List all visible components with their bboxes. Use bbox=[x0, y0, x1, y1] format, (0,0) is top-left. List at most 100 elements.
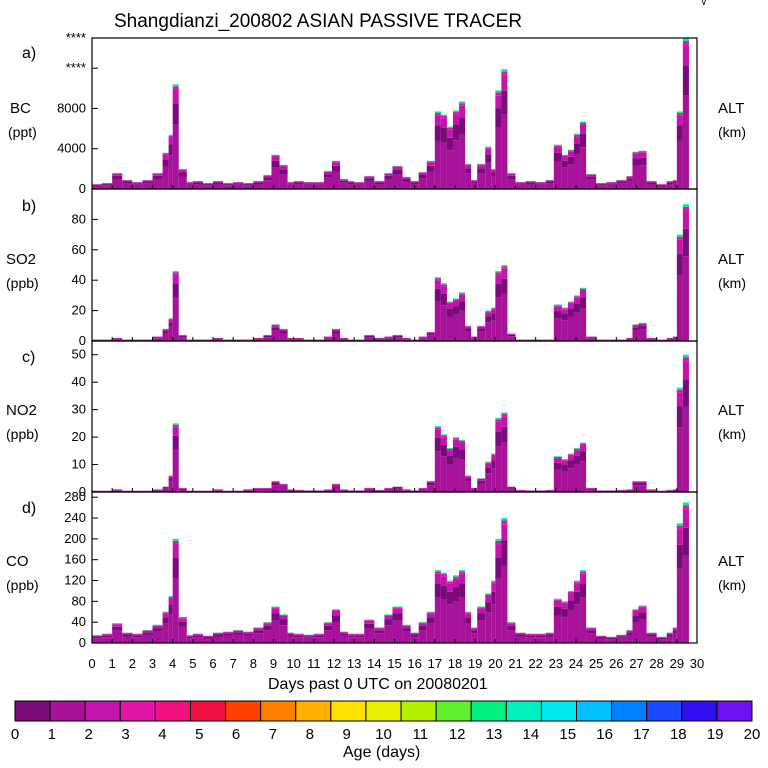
bar bbox=[172, 84, 179, 189]
bar-segment bbox=[682, 38, 689, 42]
bar-segment bbox=[263, 180, 272, 189]
bar-segment bbox=[440, 115, 447, 119]
x-tick-label: 10 bbox=[286, 656, 300, 671]
panel-4-bars bbox=[92, 502, 689, 643]
bar-segment bbox=[495, 283, 502, 298]
bar-segment bbox=[168, 135, 173, 138]
bar-segment bbox=[567, 316, 574, 341]
bar-segment bbox=[573, 464, 581, 492]
bar-segment bbox=[243, 633, 254, 636]
bar-segment bbox=[477, 163, 486, 165]
bar bbox=[440, 434, 447, 492]
bar-segment bbox=[364, 488, 375, 490]
bar-segment bbox=[384, 338, 393, 341]
bar bbox=[459, 101, 466, 189]
bar-segment bbox=[340, 489, 349, 491]
bar-segment bbox=[553, 145, 562, 147]
bar bbox=[682, 204, 689, 341]
x-tick-label: 24 bbox=[569, 656, 583, 671]
bar-segment bbox=[213, 181, 224, 183]
panel-a-name: BC bbox=[10, 100, 31, 117]
x-tick-label: 0 bbox=[88, 656, 95, 671]
bar-segment bbox=[440, 444, 447, 457]
bar bbox=[491, 168, 496, 189]
bar-segment bbox=[471, 628, 478, 631]
bar-segment bbox=[626, 490, 633, 492]
bar-segment bbox=[656, 184, 667, 186]
bar-segment bbox=[384, 489, 393, 492]
bar-segment bbox=[580, 570, 587, 572]
bar-segment bbox=[293, 338, 304, 340]
bar-segment bbox=[426, 623, 435, 643]
bar-segment bbox=[392, 486, 403, 488]
bar-segment bbox=[638, 485, 647, 492]
x-tick-label: 16 bbox=[407, 656, 421, 671]
figure-title: Shangdianzi_200802 ASIAN PASSIVE TRACER bbox=[114, 11, 523, 32]
bar bbox=[162, 486, 169, 492]
bar bbox=[418, 487, 427, 492]
bar-segment bbox=[426, 165, 435, 172]
bar bbox=[491, 580, 496, 643]
bar-segment bbox=[418, 625, 427, 631]
bar-segment bbox=[632, 330, 639, 341]
bar-segment bbox=[553, 462, 562, 470]
bar-segment bbox=[485, 316, 492, 323]
bar-segment bbox=[501, 69, 508, 72]
bar-segment bbox=[515, 490, 526, 492]
bar-segment bbox=[440, 585, 447, 600]
bar-segment bbox=[459, 301, 466, 311]
bar-segment bbox=[364, 337, 375, 341]
bar bbox=[459, 439, 466, 492]
bar bbox=[402, 489, 411, 492]
bar-segment bbox=[213, 489, 224, 491]
bar-segment bbox=[606, 639, 617, 643]
bar-segment bbox=[682, 509, 689, 528]
bar-segment bbox=[580, 571, 587, 574]
bar bbox=[233, 181, 244, 189]
bar-segment bbox=[471, 338, 478, 341]
bar-segment bbox=[586, 633, 597, 643]
bar-segment bbox=[535, 182, 546, 184]
bar-segment bbox=[471, 630, 478, 634]
bar-segment bbox=[263, 488, 272, 489]
bar-segment bbox=[491, 307, 496, 309]
bar bbox=[545, 632, 554, 643]
bar-segment bbox=[495, 271, 502, 273]
bar-segment bbox=[446, 303, 453, 309]
bar bbox=[646, 632, 657, 643]
bar-segment bbox=[426, 611, 435, 613]
bar-segment bbox=[491, 172, 496, 177]
bar bbox=[525, 180, 536, 189]
bar-segment bbox=[491, 604, 496, 643]
bar-segment bbox=[465, 168, 472, 174]
bar-segment bbox=[580, 297, 587, 309]
bar-segment bbox=[632, 610, 639, 616]
bar-segment bbox=[485, 148, 492, 155]
bar-segment bbox=[392, 170, 403, 175]
bar-segment bbox=[567, 454, 574, 456]
bar-segment bbox=[410, 181, 419, 183]
bar-segment bbox=[465, 164, 472, 166]
bar-segment bbox=[213, 182, 224, 185]
bar-segment bbox=[253, 630, 264, 634]
bar-segment bbox=[223, 184, 234, 186]
bar-segment bbox=[92, 185, 103, 189]
bar-segment bbox=[426, 333, 435, 336]
bar bbox=[672, 179, 677, 189]
bar-segment bbox=[586, 488, 597, 490]
bar-segment bbox=[152, 625, 163, 629]
bar-segment bbox=[586, 488, 597, 489]
bar bbox=[580, 121, 587, 189]
bar-segment bbox=[271, 330, 280, 341]
bar-segment bbox=[586, 176, 597, 180]
bar-segment bbox=[178, 617, 187, 619]
bar-segment bbox=[440, 599, 447, 643]
bar-segment bbox=[515, 636, 526, 643]
bar-segment bbox=[561, 156, 568, 161]
bar-segment bbox=[287, 490, 294, 492]
bar-segment bbox=[580, 147, 587, 189]
bar-segment bbox=[656, 637, 667, 640]
bar-segment bbox=[434, 451, 441, 492]
bar-segment bbox=[213, 633, 224, 635]
corner-mark: √ bbox=[700, 0, 708, 8]
